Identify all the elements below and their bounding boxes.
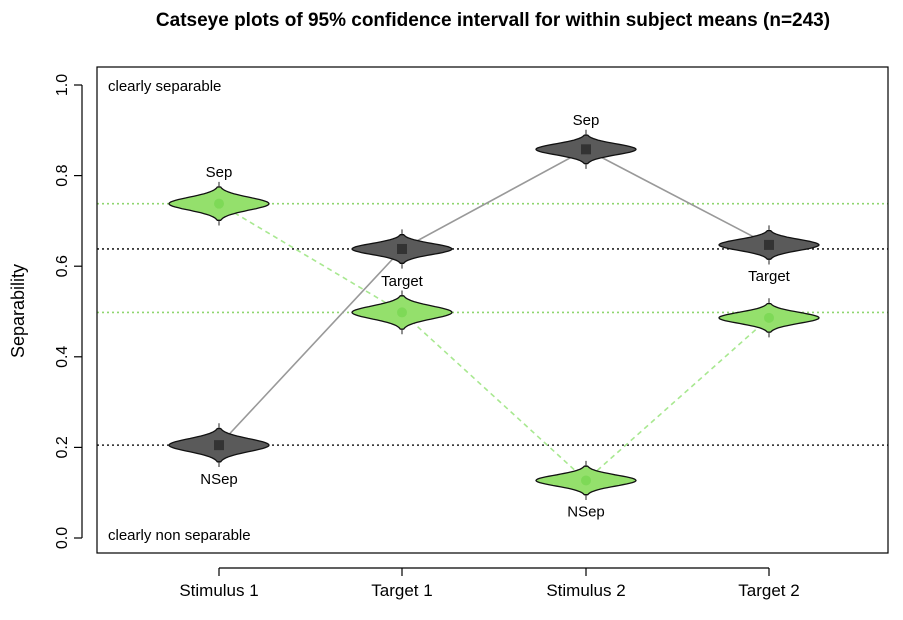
y-tick-label: 0.8 (54, 164, 71, 186)
point-label: Sep (573, 112, 600, 129)
point-label: Target (748, 268, 791, 285)
mean-marker (214, 198, 224, 209)
corner-label-top: clearly separable (108, 78, 221, 95)
x-tick-label: Target 2 (738, 581, 799, 600)
x-tick-label: Stimulus 1 (179, 581, 258, 600)
mean-marker (397, 243, 407, 254)
mean-marker (397, 307, 407, 318)
y-tick-label: 0.0 (54, 527, 71, 549)
x-tick-label: Stimulus 2 (546, 581, 625, 600)
mean-marker (581, 475, 591, 486)
mean-marker (214, 440, 224, 451)
point-label: NSep (567, 504, 605, 521)
point-label: Sep (206, 164, 233, 181)
y-tick-label: 0.2 (54, 436, 71, 458)
mean-marker (581, 144, 591, 155)
corner-label-bottom: clearly non separable (108, 527, 251, 544)
point-label: Target (381, 273, 424, 290)
plot-frame (96, 66, 889, 554)
series-line (218, 148, 770, 446)
chart-title: Catseye plots of 95% confidence interval… (156, 10, 830, 31)
y-tick-label: 0.4 (54, 346, 71, 368)
plot-area (97, 129, 888, 501)
y-tick-label: 0.6 (54, 255, 71, 277)
series-line (218, 202, 770, 482)
mean-marker (764, 239, 774, 250)
mean-marker (764, 312, 774, 323)
y-axis-label: Separability (8, 264, 28, 358)
y-tick-label: 1.0 (54, 74, 71, 96)
point-label: NSep (200, 471, 238, 488)
x-tick-label: Target 1 (371, 581, 432, 600)
